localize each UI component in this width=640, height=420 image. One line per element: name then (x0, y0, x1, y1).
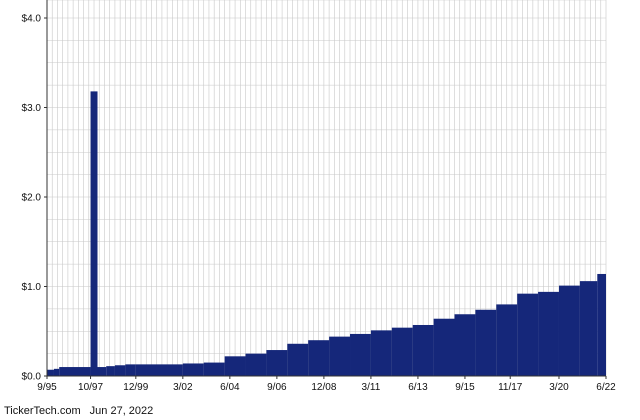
bar-segment-1 (53, 368, 60, 376)
x-tick-label: 12/99 (123, 382, 148, 393)
bar-segment-3 (90, 91, 98, 376)
x-tick-label: 11/17 (498, 382, 523, 393)
x-tick-label: 9/06 (267, 382, 287, 393)
bar-segment-19 (391, 327, 413, 376)
bar-segment-2 (59, 367, 91, 376)
bar-segment-29 (597, 273, 606, 376)
y-tick-labels: $0.0 $1.0 $2.0 $3.0 $4.0 (22, 14, 42, 383)
y-tick-label: $3.0 (22, 103, 42, 114)
bar-segment-5 (106, 366, 115, 376)
bar-segment-10 (203, 362, 225, 376)
bar-segment-20 (412, 324, 434, 376)
x-tick-label: 9/15 (455, 382, 475, 393)
footer-date: Jun 27, 2022 (89, 405, 154, 417)
bar-segment-18 (370, 330, 392, 376)
footer: TickerTech.com Jun 27, 2022 (4, 405, 159, 417)
bar-segment-9 (182, 363, 204, 376)
bar-segment-8 (135, 364, 183, 376)
x-tick-label: 3/20 (549, 382, 569, 393)
y-tick-label: $2.0 (22, 193, 42, 204)
bars (47, 91, 606, 377)
y-tick-label: $1.0 (22, 282, 42, 293)
axes (44, 0, 607, 379)
bar-segment-28 (579, 281, 598, 376)
bar-segment-12 (245, 353, 267, 377)
bar-segment-11 (224, 356, 246, 376)
bar-segment-22 (454, 314, 476, 376)
y-tick-label: $0.0 (22, 372, 42, 383)
x-tick-label: 12/08 (311, 382, 336, 393)
bar-segment-14 (287, 343, 309, 376)
bar-segment-13 (266, 350, 288, 376)
x-tick-labels: 9/95 10/97 12/99 3/02 6/04 9/06 12/08 3/11 6/13 9… (37, 382, 616, 393)
bar-segment-26 (538, 291, 559, 376)
bar-segment-17 (350, 333, 371, 376)
bar-segment-15 (308, 340, 330, 376)
bar-segment-24 (496, 304, 518, 376)
x-tick-label: 3/11 (362, 382, 381, 393)
x-tick-label: 9/95 (37, 382, 57, 393)
x-tick-label: 6/22 (596, 382, 616, 393)
bar-segment-25 (517, 293, 539, 376)
x-tick-label: 6/13 (408, 382, 428, 393)
bar-segment-0 (47, 369, 54, 376)
footer-brand: TickerTech.com (4, 405, 81, 417)
x-tick-label: 6/04 (220, 382, 240, 393)
x-tick-label: 3/02 (173, 382, 193, 393)
x-tick-label: 10/97 (78, 382, 103, 393)
y-tick-label: $4.0 (22, 14, 42, 25)
bar-segment-4 (97, 367, 107, 376)
bar-segment-27 (558, 285, 580, 376)
bar-segment-16 (329, 336, 351, 376)
bar-segment-21 (433, 318, 455, 376)
bar-segment-23 (475, 309, 497, 376)
bar-segment-7 (125, 364, 136, 376)
bar-segment-6 (114, 365, 126, 376)
